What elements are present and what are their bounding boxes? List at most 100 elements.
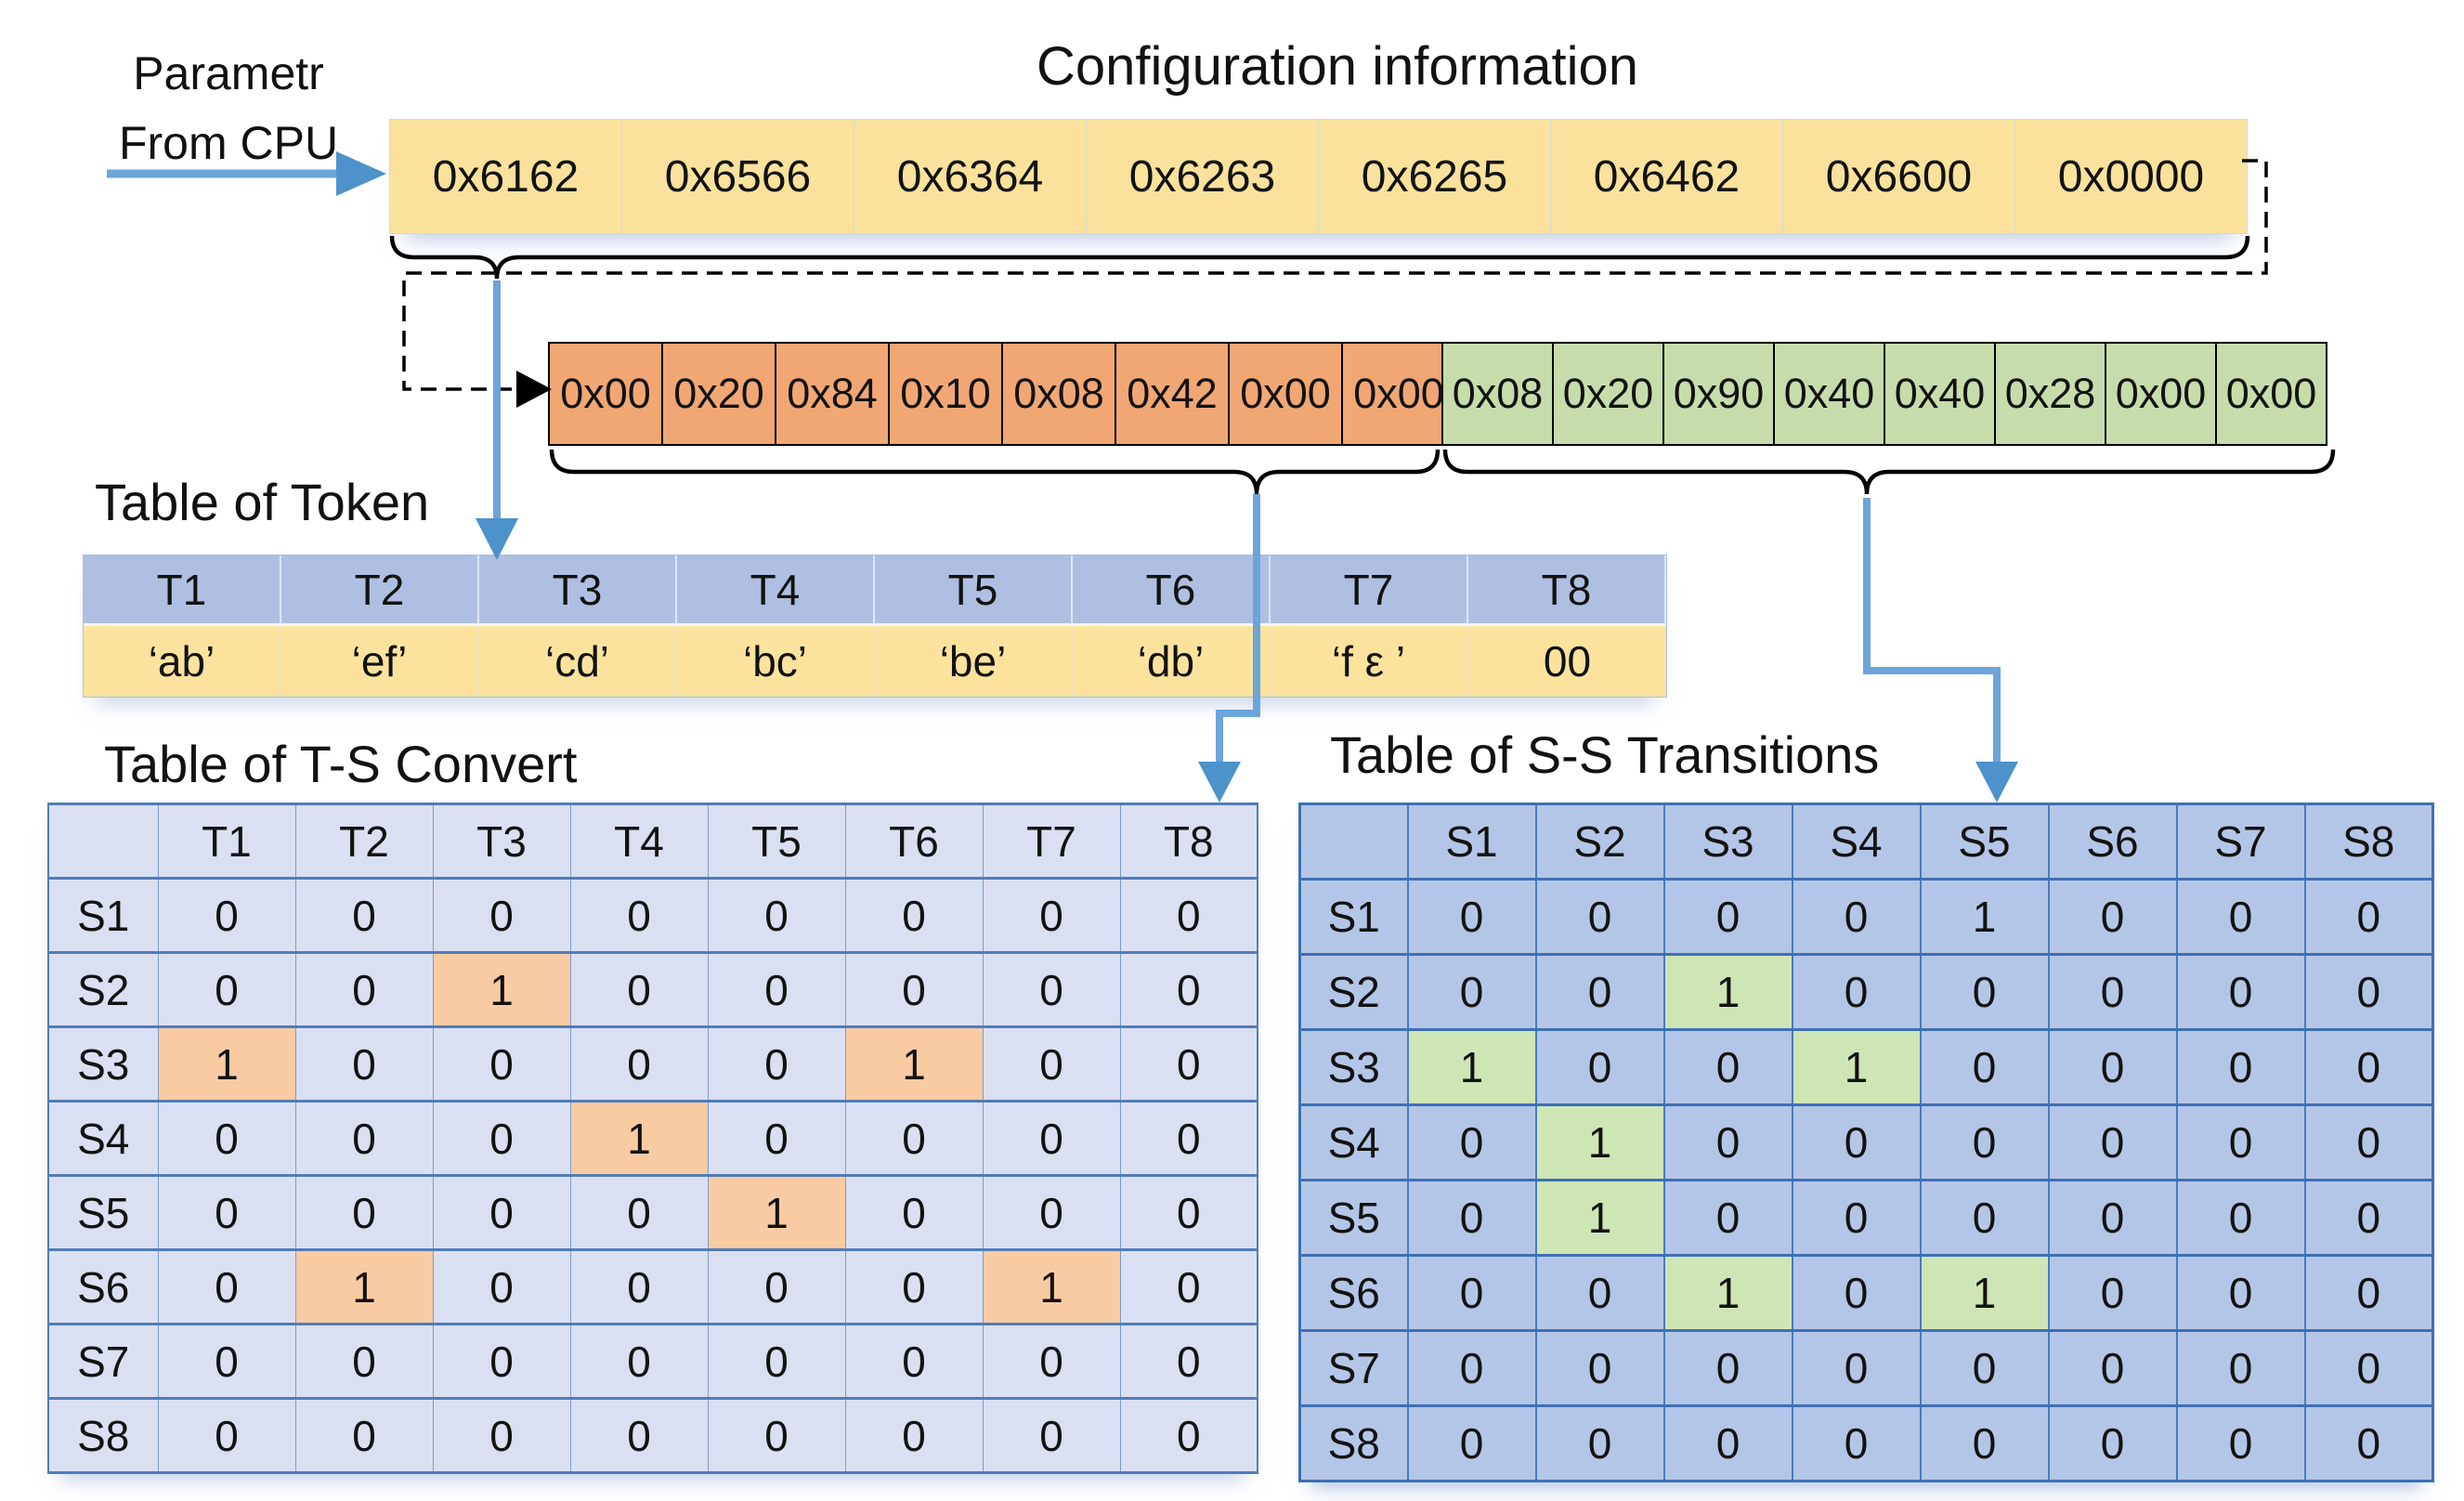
token-value-cell: ‘ef’	[281, 626, 479, 697]
matrix-cell: 0	[1406, 1103, 1537, 1181]
matrix-cell: 0	[569, 1248, 709, 1325]
matrix-col-header: T8	[1119, 803, 1258, 880]
matrix-row-header: S4	[47, 1100, 159, 1177]
transition-byte-cell: 0x00	[2215, 342, 2327, 446]
matrix-cell: 0	[1534, 953, 1665, 1031]
token-byte-cell: 0x10	[888, 342, 1003, 446]
matrix-cell: 0	[1662, 1179, 1793, 1257]
matrix-col-header: S3	[1662, 803, 1793, 881]
matrix-cell: 1	[844, 1025, 984, 1103]
token-byte-cell: 0x08	[1001, 342, 1116, 446]
cpu-source-label-line2: From CPU	[118, 117, 339, 169]
matrix-cell: 1	[569, 1100, 709, 1177]
token-col-header: T3	[479, 555, 677, 626]
matrix-cell: 0	[294, 1025, 434, 1103]
matrix-corner-cell	[1298, 803, 1409, 881]
matrix-cell: 0	[2303, 878, 2434, 956]
matrix-row-header: S2	[47, 951, 159, 1028]
matrix-cell: 0	[1119, 1025, 1258, 1103]
matrix-cell: 0	[2047, 1028, 2178, 1106]
token-byte-row: 0x00 0x20 0x84 0x10 0x08 0x42 0x00 0x00	[548, 342, 1456, 446]
matrix-cell: 0	[844, 1397, 984, 1474]
matrix-cell: 1	[294, 1248, 434, 1325]
matrix-cell: 0	[1791, 1404, 1922, 1482]
dashed-path-arrowhead	[516, 371, 552, 408]
matrix-cell: 0	[2047, 953, 2178, 1031]
matrix-col-header: T4	[569, 803, 709, 880]
matrix-cell: 0	[1791, 1329, 1922, 1407]
matrix-row-header: S1	[47, 877, 159, 954]
matrix-cell: 0	[1662, 1329, 1793, 1407]
matrix-cell: 0	[707, 1323, 846, 1400]
matrix-cell: 0	[294, 951, 434, 1028]
matrix-cell: 0	[2175, 1028, 2306, 1106]
matrix-cell: 0	[1662, 1103, 1793, 1181]
matrix-cell: 0	[2303, 953, 2434, 1031]
matrix-cell: 0	[1119, 1248, 1258, 1325]
transition-byte-cell: 0x40	[1884, 342, 1996, 446]
token-byte-cell: 0x42	[1115, 342, 1230, 446]
matrix-cell: 0	[432, 1174, 571, 1251]
matrix-cell: 0	[2303, 1028, 2434, 1106]
matrix-row-header: S4	[1298, 1103, 1409, 1181]
matrix-cell: 0	[1534, 1028, 1665, 1106]
matrix-row-header: S7	[47, 1323, 159, 1400]
matrix-cell: 0	[432, 877, 571, 954]
matrix-cell: 0	[844, 877, 984, 954]
token-byte-cell: 0x84	[775, 342, 890, 446]
matrix-cell: 0	[982, 1100, 1121, 1177]
configuration-title: Configuration information	[1036, 36, 1639, 97]
matrix-row-header: S3	[47, 1025, 159, 1103]
matrix-col-header: T2	[294, 803, 434, 880]
matrix-cell: 0	[982, 951, 1121, 1028]
matrix-cell: 0	[707, 1025, 846, 1103]
matrix-row-header: S3	[1298, 1028, 1409, 1106]
matrix-cell: 0	[2303, 1179, 2434, 1257]
matrix-cell: 0	[432, 1025, 571, 1103]
matrix-corner-cell	[47, 803, 159, 880]
config-word-cell: 0x0000	[2014, 119, 2248, 234]
matrix-row-header: S6	[1298, 1254, 1409, 1332]
matrix-row-header: S7	[1298, 1329, 1409, 1407]
token-col-header: T8	[1468, 555, 1666, 626]
matrix-cell: 0	[157, 1174, 296, 1251]
matrix-cell: 0	[1406, 878, 1537, 956]
config-word-cell: 0x6364	[854, 119, 1087, 234]
matrix-cell: 0	[707, 1248, 846, 1325]
matrix-cell: 0	[294, 1397, 434, 1474]
config-word-cell: 0x6600	[1782, 119, 2015, 234]
token-table-title: Table of Token	[95, 473, 430, 531]
token-value-cell: ‘ab’	[84, 626, 281, 697]
token-value-cell: ‘db’	[1073, 626, 1271, 697]
matrix-cell: 0	[432, 1248, 571, 1325]
matrix-cell: 0	[157, 1100, 296, 1177]
matrix-cell: 0	[844, 1174, 984, 1251]
token-value-cell: ‘cd’	[479, 626, 677, 697]
matrix-cell: 0	[707, 951, 846, 1028]
token-value-cell: ‘bc’	[677, 626, 875, 697]
config-word-row: 0x6162 0x6566 0x6364 0x6263 0x6265 0x6462 0x66…	[389, 119, 2248, 234]
matrix-cell: 0	[569, 1174, 709, 1251]
matrix-cell: 0	[982, 877, 1121, 954]
matrix-cell: 0	[2047, 1103, 2178, 1181]
transition-byte-cell: 0x08	[1441, 342, 1554, 446]
config-word-cell: 0x6263	[1086, 119, 1319, 234]
transition-byte-row-brace	[1442, 449, 2336, 495]
matrix-cell: 0	[844, 1323, 984, 1400]
matrix-cell: 0	[569, 1397, 709, 1474]
matrix-cell: 0	[1534, 1329, 1665, 1407]
matrix-cell: 0	[2303, 1103, 2434, 1181]
matrix-col-header: T1	[157, 803, 296, 880]
ts-convert-table-title: Table of T-S Convert	[104, 735, 578, 793]
token-col-header: T6	[1073, 555, 1271, 626]
matrix-cell: 0	[432, 1323, 571, 1400]
matrix-cell: 0	[2175, 1103, 2306, 1181]
matrix-row-header: S2	[1298, 953, 1409, 1031]
matrix-col-header: S1	[1406, 803, 1537, 881]
bytes-to-ss-table-arrow	[1863, 498, 2018, 803]
matrix-cell: 0	[157, 951, 296, 1028]
matrix-row-header: S5	[47, 1174, 159, 1251]
matrix-cell: 0	[1919, 1179, 2050, 1257]
matrix-cell: 0	[707, 1100, 846, 1177]
